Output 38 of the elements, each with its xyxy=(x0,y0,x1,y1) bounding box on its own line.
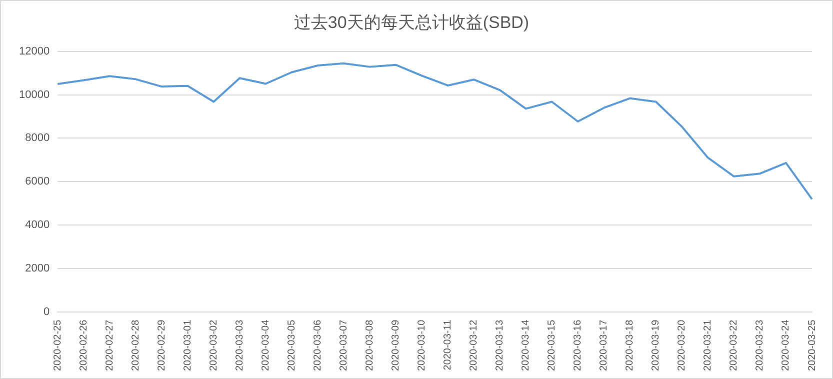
x-tick-label: 2020-03-11 xyxy=(442,319,454,370)
x-tick-label: 2020-03-21 xyxy=(702,319,714,372)
x-tick-label: 2020-03-10 xyxy=(416,319,428,372)
x-tick-label: 2020-03-25 xyxy=(806,319,818,372)
x-tick-label: 2020-03-12 xyxy=(468,319,480,372)
x-tick-label: 2020-03-20 xyxy=(676,319,688,372)
y-tick-label: 8000 xyxy=(25,132,50,144)
x-tick-label: 2020-03-18 xyxy=(624,319,636,372)
y-tick-label: 10000 xyxy=(18,88,50,101)
x-tick-label: 2020-03-14 xyxy=(520,319,532,372)
x-tick-label: 2020-03-09 xyxy=(390,319,402,372)
x-tick-label: 2020-03-04 xyxy=(260,319,272,372)
chart-title: 过去30天的每天总计收益(SBD) xyxy=(294,12,530,32)
x-tick-label: 2020-03-13 xyxy=(494,319,506,372)
x-tick-label: 2020-03-05 xyxy=(286,319,298,372)
x-tick-label: 2020-02-25 xyxy=(52,319,64,372)
x-tick-label: 2020-02-28 xyxy=(130,319,142,372)
y-tick-label: 6000 xyxy=(25,176,50,188)
x-tick-label: 2020-03-07 xyxy=(338,319,350,372)
x-tick-label: 2020-03-01 xyxy=(182,319,194,372)
x-tick-label: 2020-03-02 xyxy=(208,319,220,372)
x-tick-label: 2020-03-15 xyxy=(546,319,558,372)
x-tick-label: 2020-03-22 xyxy=(728,319,740,372)
x-tick-label: 2020-03-03 xyxy=(234,319,246,372)
x-tick-label: 2020-03-16 xyxy=(572,319,584,372)
y-tick-label: 4000 xyxy=(25,219,50,232)
x-tick-label: 2020-03-08 xyxy=(364,319,376,372)
x-tick-label: 2020-03-06 xyxy=(312,319,324,372)
x-tick-label: 2020-02-27 xyxy=(104,319,116,372)
x-tick-label: 2020-03-19 xyxy=(650,319,662,372)
x-tick-label: 2020-03-24 xyxy=(780,319,792,372)
y-tick-label: 2000 xyxy=(25,262,50,274)
y-tick-label: 12000 xyxy=(18,45,50,58)
x-tick-label: 2020-02-26 xyxy=(78,319,90,372)
y-tick-label: 0 xyxy=(43,306,50,318)
x-tick-label: 2020-03-17 xyxy=(598,319,610,372)
x-tick-label: 2020-02-29 xyxy=(156,319,168,372)
x-tick-label: 2020-03-23 xyxy=(754,319,766,372)
